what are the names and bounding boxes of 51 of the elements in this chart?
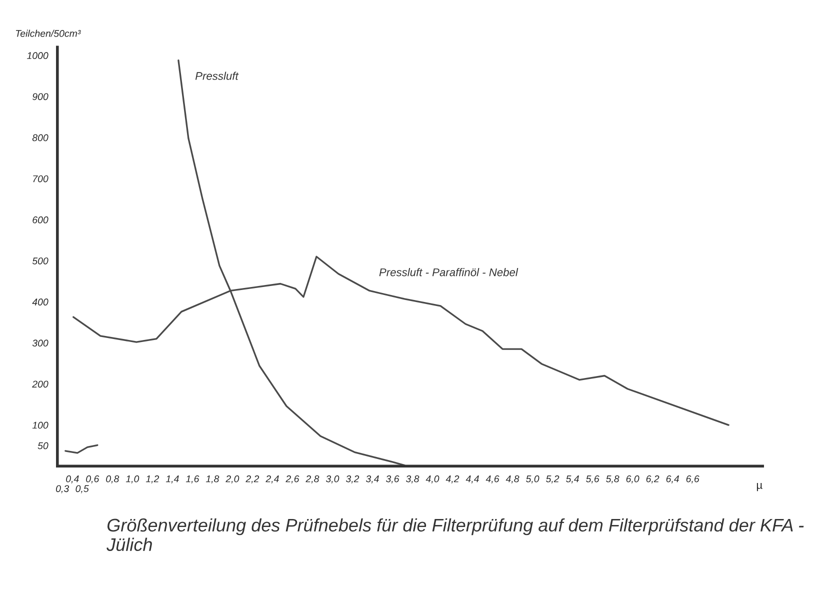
x-tick-label: 0,6 bbox=[86, 475, 100, 484]
x-tick-label: 5,6 bbox=[586, 475, 600, 484]
x-tick-label: 4,4 bbox=[466, 475, 479, 484]
y-tick-label: 900 bbox=[32, 93, 48, 100]
y-tick-label: 800 bbox=[32, 134, 48, 142]
x-tick-label: 6,4 bbox=[666, 475, 679, 484]
x-tick-label: 3,4 bbox=[366, 475, 379, 484]
x-tick-label: 5,8 bbox=[606, 475, 620, 484]
x-tick-label: 3,2 bbox=[346, 475, 360, 484]
series-label: Pressluft - Paraffinöl - Nebel bbox=[379, 268, 518, 276]
x-tick-label: 6,6 bbox=[686, 475, 700, 484]
x-tick-label: 2,0 bbox=[226, 475, 240, 484]
x-tick-label: 4,6 bbox=[486, 475, 500, 484]
y-tick-label: 400 bbox=[32, 298, 48, 306]
x-axis-title: µ bbox=[756, 482, 762, 492]
x-tick-label: 2,6 bbox=[286, 475, 300, 484]
x-tick-label: 4,0 bbox=[426, 475, 440, 484]
x-tick-label: 2,2 bbox=[246, 475, 260, 484]
x-tick-label: 2,4 bbox=[266, 475, 279, 484]
y-tick-label: 50 bbox=[38, 442, 48, 450]
y-tick-label: 500 bbox=[32, 257, 48, 264]
x-tick-label: 1,0 bbox=[126, 475, 140, 484]
x-tick-label: 5,0 bbox=[526, 475, 540, 484]
y-tick-label: 200 bbox=[32, 380, 48, 388]
x-tick-label: 0,4 bbox=[66, 475, 79, 484]
x-tick-label: 5,2 bbox=[546, 475, 560, 484]
x-tick-label: 2,8 bbox=[306, 475, 320, 484]
x-tick-label: 6,2 bbox=[646, 475, 660, 484]
y-tick-label: 1000 bbox=[27, 52, 48, 60]
x-tick-label: 3,0 bbox=[326, 475, 340, 484]
x-tick-label: 3,8 bbox=[406, 475, 420, 484]
text: 0,5 bbox=[76, 485, 89, 494]
y-tick-label: 300 bbox=[32, 340, 48, 347]
y-tick-label: 700 bbox=[33, 175, 48, 182]
y-axis-title: Teilchen/50cm³ bbox=[16, 30, 81, 37]
x-tick-label: 5,4 bbox=[566, 475, 579, 484]
line-series bbox=[64, 444, 98, 454]
text: 0,3 bbox=[56, 485, 70, 494]
x-tick-label: 1,2 bbox=[146, 475, 160, 484]
x-tick-label: 0,8 bbox=[106, 475, 120, 484]
x-tick-label: 6,0 bbox=[626, 475, 640, 484]
x-tick-label: 3,6 bbox=[386, 475, 400, 484]
x-tick-label: 1,8 bbox=[206, 475, 220, 484]
y-tick-label: 100 bbox=[32, 422, 48, 429]
x-tick-label: 1,6 bbox=[186, 475, 200, 484]
series-label: Pressluft bbox=[195, 72, 239, 80]
y-tick-label: 600 bbox=[32, 216, 48, 224]
x-tick-label: 4,8 bbox=[506, 475, 520, 484]
x-tick-label: 4,2 bbox=[446, 475, 460, 484]
x-tick-label: 1,4 bbox=[166, 475, 179, 484]
text: Größenverteilung des Prüfnebels für die Filterprüfung auf dem Filterprüfstand der KFA - Jülich bbox=[106, 518, 804, 552]
